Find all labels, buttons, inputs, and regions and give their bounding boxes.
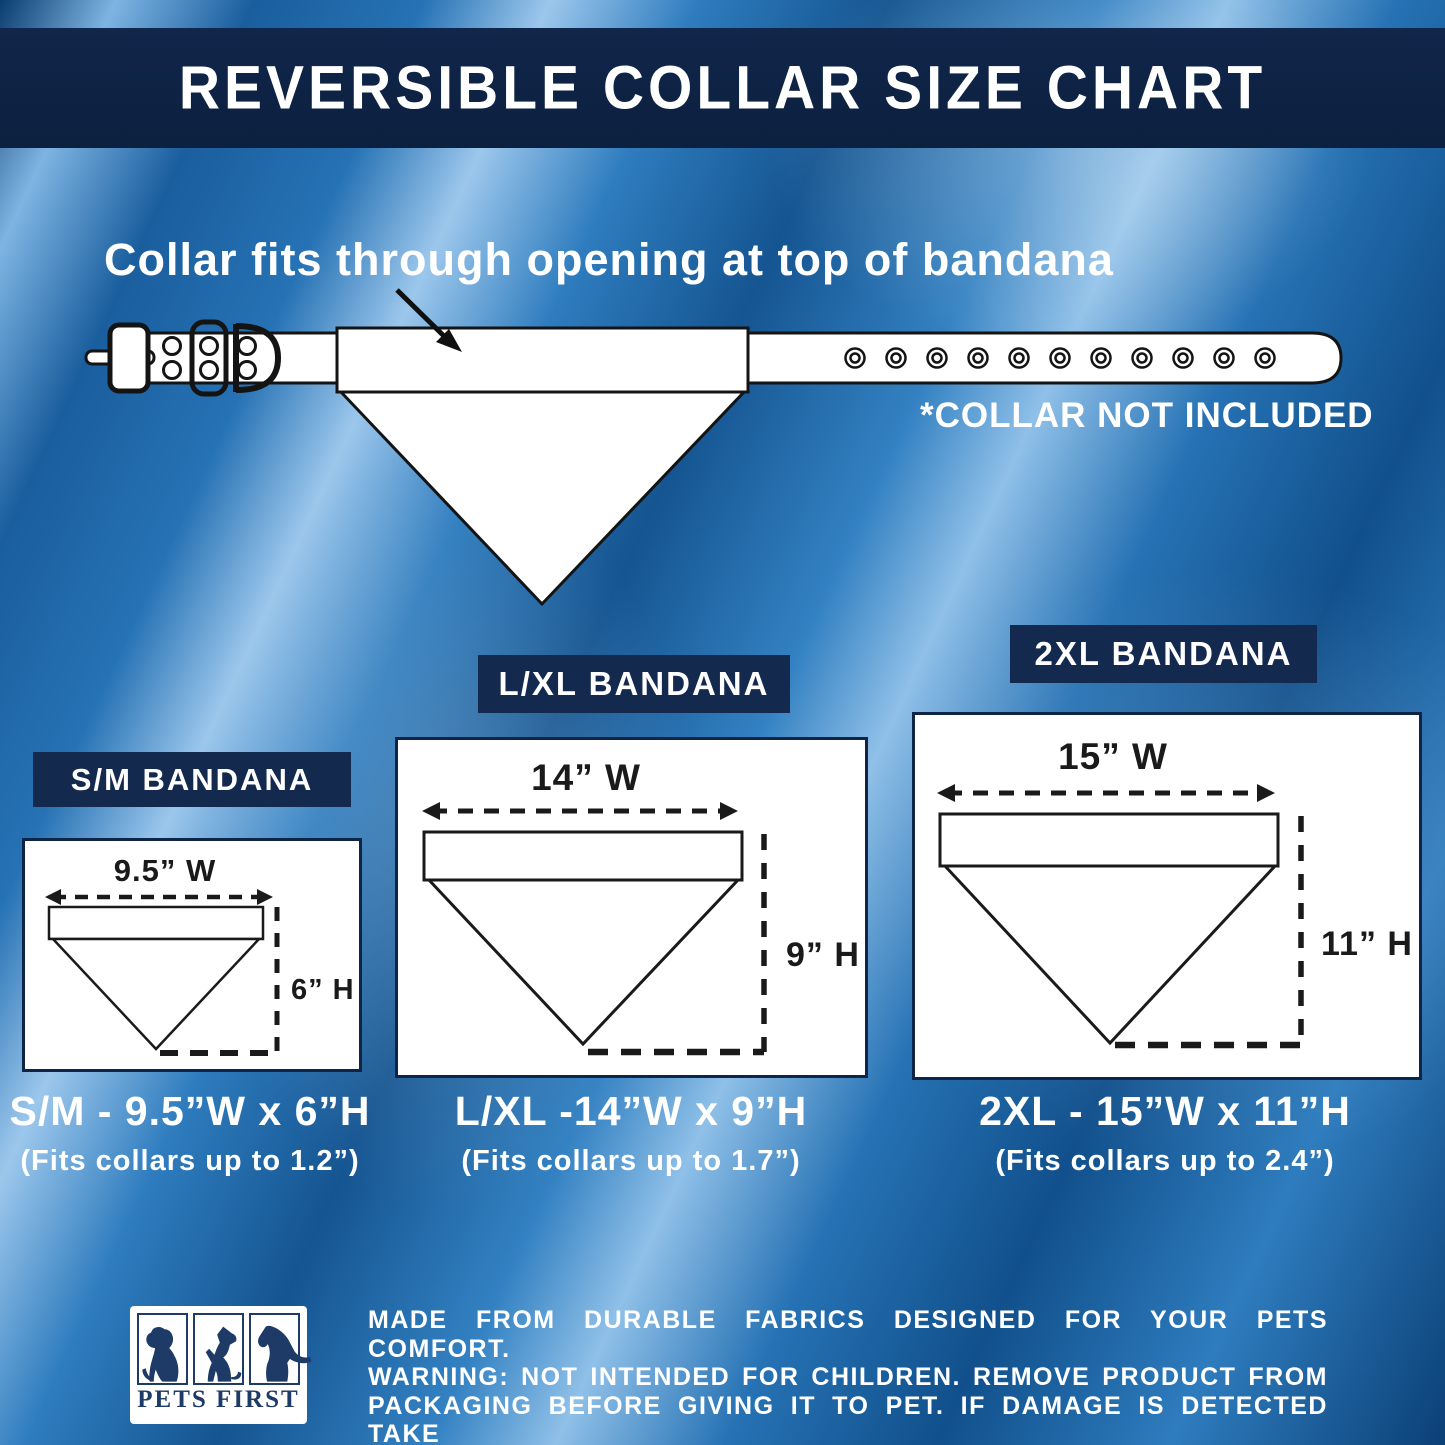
collar-caption: Collar fits through opening at top of ba… [104, 234, 1114, 285]
bandana-triangle [337, 390, 748, 607]
sm-width-label: 9.5” W [114, 853, 216, 888]
2xl-arrowhead-left [937, 784, 955, 802]
lxl-bandana-triangle [425, 878, 742, 1047]
size-box-lxl: 14” W 9” H [395, 737, 868, 1078]
sm-caption-text: S/M - 9.5”W x 6”H [9, 1088, 371, 1134]
size-caption-2xl: 2XL - 15”W x 11”H (Fits collars up to 2.… [950, 1088, 1380, 1178]
disclaimer-line-3: PACKAGING BEFORE GIVING IT TO PET. IF DA… [368, 1391, 1328, 1445]
size-label-sm: S/M BANDANA [33, 752, 351, 807]
2xl-bandana-band [938, 812, 1280, 868]
2xl-caption-text: 2XL - 15”W x 11”H [979, 1088, 1351, 1134]
size-box-2xl: 15” W 11” H [912, 712, 1422, 1080]
size-label-2xl-text: 2XL BANDANA [1034, 635, 1293, 672]
collar-d-ring-icon [233, 323, 282, 393]
logo-dog-1 [137, 1313, 188, 1385]
2xl-arrowhead-right [1257, 784, 1275, 802]
bandana-sleeve [335, 326, 750, 394]
2xl-fits-text: (Fits collars up to 2.4”) [995, 1145, 1335, 1177]
pets-first-logo: PETS FIRST [130, 1306, 312, 1424]
size-label-lxl-text: L/XL BANDANA [498, 665, 770, 702]
2xl-bandana-triangle [941, 864, 1279, 1046]
size-label-sm-text: S/M BANDANA [70, 761, 314, 797]
size-box-sm: 9.5” W 6” H [22, 838, 362, 1072]
shepherd-dog-icon [258, 1325, 312, 1382]
lxl-height-label: 9” H [786, 936, 860, 974]
lxl-caption-text: L/XL -14”W x 9”H [454, 1088, 808, 1134]
title-banner: REVERSIBLE COLLAR SIZE CHART [0, 28, 1445, 148]
size-label-lxl: L/XL BANDANA [478, 655, 790, 713]
disclaimer-line-2: WARNING: NOT INTENDED FOR CHILDREN. REMO… [368, 1363, 1328, 1391]
size-caption-lxl: L/XL -14”W x 9”H (Fits collars up to 1.7… [416, 1088, 846, 1178]
collar-eyelets [844, 347, 1276, 369]
lxl-arrowhead-left [422, 802, 440, 820]
sm-bandana-band [47, 905, 265, 941]
logo-dog-panels [137, 1313, 312, 1385]
collar-keeper-loop [189, 319, 229, 397]
lxl-fits-text: (Fits collars up to 1.7”) [461, 1145, 801, 1177]
collar-note: *COLLAR NOT INCLUDED [920, 396, 1374, 435]
collar-buckle-icon [84, 322, 156, 394]
begging-dog-icon [205, 1326, 242, 1382]
size-diagram-2xl: 15” W 11” H [937, 736, 1413, 1049]
sitting-dog-icon [142, 1326, 179, 1382]
logo-dog-2 [193, 1313, 244, 1385]
sm-arrowhead-right [257, 889, 273, 905]
page-title: REVERSIBLE COLLAR SIZE CHART [178, 53, 1267, 123]
logo-dog-3 [249, 1313, 312, 1385]
sm-fits-text: (Fits collars up to 1.2”) [20, 1145, 360, 1177]
lxl-arrowhead-right [720, 802, 738, 820]
sm-height-label: 6” H [291, 974, 355, 1006]
lxl-width-label: 14” W [531, 757, 641, 798]
collar-illustration [84, 288, 1343, 607]
sm-bandana-triangle [50, 937, 262, 1051]
size-label-2xl: 2XL BANDANA [1010, 625, 1317, 683]
collar-right-strap [744, 331, 1343, 385]
lxl-bandana-band [422, 830, 744, 882]
2xl-height-label: 11” H [1321, 925, 1413, 963]
footer-disclaimer: MADE FROM DURABLE FABRICS DESIGNED FOR Y… [368, 1306, 1328, 1445]
disclaimer-line-1: MADE FROM DURABLE FABRICS DESIGNED FOR Y… [368, 1306, 1328, 1363]
pointer-arrow-icon [395, 288, 462, 352]
size-diagram-sm: 9.5” W 6” H [45, 853, 355, 1056]
size-caption-sm: S/M - 9.5”W x 6”H (Fits collars up to 1.… [5, 1088, 375, 1178]
sm-arrowhead-left [45, 889, 61, 905]
size-diagram-lxl: 14” W 9” H [422, 757, 860, 1056]
collar-strap-holes [162, 336, 257, 380]
logo-wordmark: PETS FIRST [137, 1386, 300, 1413]
2xl-width-label: 15” W [1058, 736, 1168, 777]
